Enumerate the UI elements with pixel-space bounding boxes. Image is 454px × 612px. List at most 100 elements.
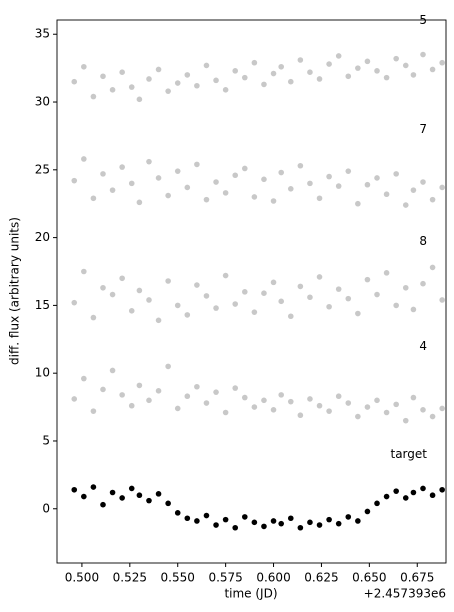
data-point xyxy=(355,200,361,207)
data-point xyxy=(278,169,285,176)
data-point xyxy=(71,486,78,493)
x-tick-label: 0.575 xyxy=(208,571,242,585)
data-point xyxy=(241,514,248,520)
y-tick-label: 0 xyxy=(42,501,50,515)
data-point xyxy=(278,298,285,305)
data-point xyxy=(326,303,332,310)
data-point xyxy=(213,389,219,395)
data-point xyxy=(345,168,352,174)
data-point xyxy=(307,396,313,402)
data-point xyxy=(213,522,219,528)
data-point xyxy=(251,519,258,526)
data-point xyxy=(174,302,181,309)
data-point xyxy=(270,518,277,524)
data-point xyxy=(410,72,417,78)
data-point xyxy=(222,87,229,93)
data-point xyxy=(184,312,191,318)
data-point xyxy=(155,491,162,497)
data-point xyxy=(345,73,352,80)
data-point xyxy=(174,168,181,174)
data-point xyxy=(81,268,87,275)
data-point xyxy=(297,524,304,531)
data-point xyxy=(119,495,125,501)
data-point xyxy=(222,516,229,523)
series-label: 5 xyxy=(419,13,427,27)
series-label: 4 xyxy=(419,339,427,353)
data-point xyxy=(335,393,342,400)
data-point xyxy=(364,508,371,515)
data-point xyxy=(203,400,210,406)
data-point xyxy=(90,195,97,202)
x-offset-label: +2.457393e6 xyxy=(364,587,446,601)
data-point xyxy=(307,180,313,187)
data-point xyxy=(203,512,210,519)
data-point xyxy=(109,367,116,374)
data-point xyxy=(184,72,191,78)
data-point xyxy=(355,518,361,524)
data-point xyxy=(128,84,135,90)
data-point xyxy=(81,493,87,500)
x-tick-label: 0.650 xyxy=(352,571,386,585)
data-point xyxy=(439,59,445,66)
data-point xyxy=(128,180,135,187)
data-point xyxy=(383,270,390,276)
data-point xyxy=(194,383,200,390)
data-point xyxy=(270,279,277,286)
data-point xyxy=(374,175,380,181)
data-point xyxy=(326,61,332,67)
data-point xyxy=(165,278,171,284)
data-point xyxy=(316,522,323,528)
data-point xyxy=(146,158,152,165)
data-point xyxy=(71,177,78,184)
data-point xyxy=(232,172,239,179)
series-label: 8 xyxy=(419,234,427,248)
data-point xyxy=(155,175,162,181)
data-point xyxy=(155,317,162,324)
data-point xyxy=(345,514,352,520)
data-point xyxy=(420,179,426,185)
data-point xyxy=(184,184,191,191)
data-point xyxy=(439,184,445,191)
data-point xyxy=(393,302,399,309)
data-point xyxy=(278,63,285,70)
data-point xyxy=(393,55,399,62)
data-point xyxy=(429,264,436,271)
data-point xyxy=(241,165,248,172)
data-point xyxy=(316,195,323,202)
data-point xyxy=(146,76,152,82)
data-point xyxy=(402,495,409,501)
data-point xyxy=(287,313,294,320)
x-tick-label: 0.550 xyxy=(161,571,195,585)
data-point xyxy=(429,413,436,420)
data-point xyxy=(410,489,417,496)
data-point xyxy=(383,409,390,416)
data-point xyxy=(326,173,332,180)
data-point xyxy=(100,386,106,393)
data-point xyxy=(128,308,135,314)
data-point xyxy=(184,393,191,400)
data-point xyxy=(420,485,426,492)
data-point xyxy=(402,202,409,208)
data-point xyxy=(174,80,181,86)
data-point xyxy=(307,519,313,526)
data-point xyxy=(251,59,258,66)
data-point xyxy=(109,87,116,93)
data-point xyxy=(146,297,152,303)
data-point xyxy=(222,409,229,416)
data-point xyxy=(261,290,267,296)
data-point xyxy=(100,73,106,80)
data-point xyxy=(307,69,313,75)
data-point xyxy=(393,171,399,177)
data-point xyxy=(165,500,171,507)
data-point xyxy=(410,306,417,313)
data-point xyxy=(335,520,342,527)
data-point xyxy=(420,406,426,413)
data-point xyxy=(146,497,152,504)
data-point xyxy=(109,291,116,298)
data-point xyxy=(383,493,390,500)
data-point xyxy=(374,500,380,507)
data-point xyxy=(316,402,323,409)
data-point xyxy=(241,289,248,295)
y-tick-label: 30 xyxy=(35,95,50,109)
